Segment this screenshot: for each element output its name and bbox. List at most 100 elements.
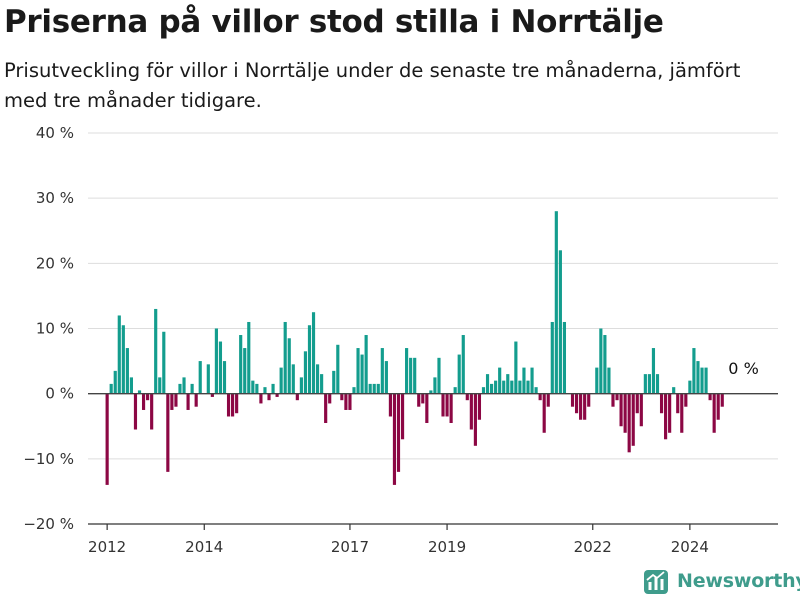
- x-tick-label: 2017: [331, 538, 369, 556]
- bar: [275, 393, 279, 397]
- bar: [643, 374, 647, 394]
- bar: [396, 393, 401, 472]
- bar: [587, 393, 591, 407]
- bar: [607, 367, 611, 394]
- bar: [668, 393, 672, 433]
- bar: [441, 393, 445, 417]
- y-tick-label: 40 %: [36, 124, 74, 142]
- bar: [283, 321, 287, 394]
- bar: [243, 348, 247, 394]
- bar: [574, 393, 579, 414]
- bar: [530, 367, 534, 394]
- bar: [506, 374, 510, 394]
- bar: [287, 338, 291, 394]
- newsworthy-logo-icon: [644, 570, 668, 594]
- bar: [538, 393, 542, 401]
- bar: [299, 377, 303, 394]
- bar: [125, 348, 129, 394]
- bar: [400, 393, 405, 440]
- bar: [437, 357, 441, 394]
- bar: [409, 357, 413, 394]
- brand-name: Newsworthy: [677, 570, 800, 592]
- bar: [340, 393, 344, 401]
- bar: [166, 393, 170, 472]
- bar: [113, 370, 117, 394]
- bar: [469, 393, 473, 430]
- bar: [635, 393, 639, 414]
- bar: [704, 367, 708, 394]
- bar: [413, 357, 417, 394]
- bar: [405, 348, 409, 394]
- bar: [684, 393, 688, 407]
- bar: [712, 393, 716, 433]
- bar: [231, 393, 235, 417]
- bar: [595, 367, 599, 394]
- bar: [664, 393, 668, 440]
- bar: [235, 393, 239, 414]
- bar: [392, 393, 397, 485]
- bar: [688, 380, 692, 394]
- bar: [659, 393, 664, 414]
- bar: [554, 211, 558, 394]
- bar: [210, 393, 214, 397]
- bar: [542, 393, 546, 433]
- y-tick-label: 0 %: [45, 385, 74, 403]
- grid-lines: [88, 132, 778, 460]
- bar: [619, 393, 623, 427]
- bar: [129, 377, 133, 394]
- bar: [133, 393, 138, 430]
- bar: [692, 348, 696, 394]
- bar: [562, 321, 567, 394]
- bar: [214, 328, 218, 394]
- bar: [255, 383, 259, 394]
- bar: [271, 383, 275, 394]
- bar: [226, 393, 231, 417]
- bar: [324, 393, 328, 423]
- bar: [680, 393, 684, 433]
- bar: [178, 383, 182, 394]
- bar: [465, 393, 469, 401]
- last-value-label: 0 %: [728, 359, 758, 378]
- bar: [267, 393, 271, 401]
- bar: [421, 393, 425, 404]
- bar: [599, 328, 603, 394]
- bar: [425, 393, 429, 423]
- bar: [445, 393, 449, 417]
- bar: [336, 344, 340, 394]
- y-tick-label: 30 %: [36, 189, 74, 207]
- bar: [384, 361, 388, 394]
- axes: −20 % −10 % 0 % 10 % 20 % 30 % 40 % 2012 2014 201…: [23, 124, 778, 556]
- bar: [676, 393, 680, 414]
- bar: [162, 331, 166, 394]
- bar: [117, 315, 121, 394]
- bar: [696, 361, 700, 394]
- bar: [449, 393, 453, 423]
- bar: [222, 361, 227, 394]
- bar: [247, 321, 251, 394]
- bar: [651, 348, 656, 394]
- x-tick-label: 2012: [88, 538, 126, 556]
- bar: [259, 393, 263, 404]
- bar: [433, 377, 437, 394]
- bar: [186, 393, 190, 410]
- bar: [360, 354, 364, 394]
- bar: [380, 348, 384, 394]
- bar: [579, 393, 583, 420]
- bar: [623, 393, 627, 433]
- bar: [494, 380, 498, 394]
- bar: [141, 393, 146, 410]
- bar: [672, 387, 676, 394]
- bar: [121, 325, 125, 394]
- y-tick-label: 10 %: [36, 320, 74, 338]
- bar: [461, 335, 465, 394]
- bar: [570, 393, 575, 407]
- bar: [154, 308, 158, 394]
- bar: [352, 387, 356, 394]
- bar: [603, 335, 607, 394]
- bar: [647, 374, 651, 394]
- bar: [174, 393, 178, 407]
- chart-title: Priserna på villor stod stilla i Norrtäl…: [4, 4, 664, 40]
- bar: [190, 383, 194, 394]
- brand-logo: Newsworthy: [644, 568, 800, 594]
